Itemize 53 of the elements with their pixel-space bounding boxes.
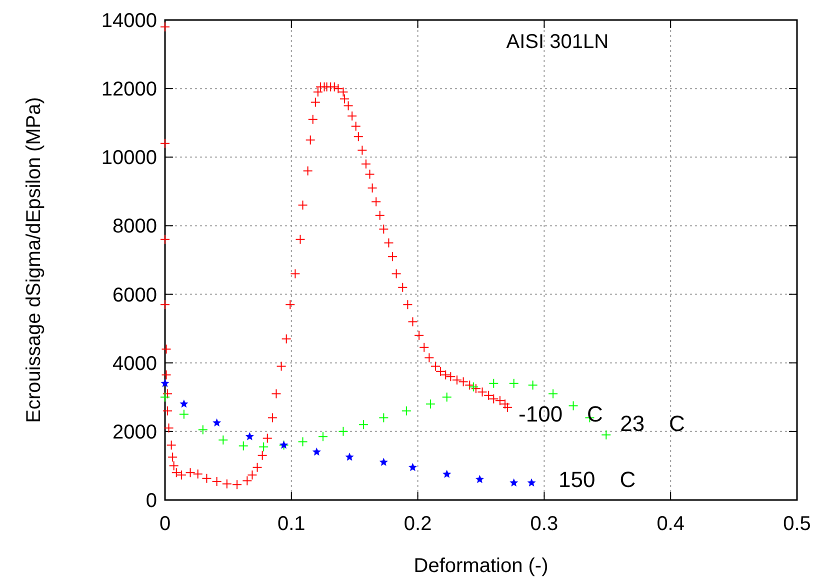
annotation: -100 C: [518, 401, 604, 426]
point: [468, 382, 478, 392]
point: [358, 420, 368, 430]
point: [318, 432, 328, 442]
y-tick-label: 0: [146, 490, 157, 512]
point: [312, 448, 321, 456]
point: [379, 458, 388, 466]
point: [475, 474, 484, 484]
point: [178, 409, 189, 420]
point: [508, 378, 519, 388]
point: [378, 412, 389, 423]
point: [245, 432, 254, 440]
point: [338, 426, 348, 436]
y-tick-label: 6000: [112, 284, 157, 306]
point: [345, 452, 354, 461]
point: [258, 442, 269, 452]
point: [528, 380, 538, 390]
point: [401, 406, 412, 416]
y-tick-label: 4000: [112, 352, 157, 375]
y-tick-label: 8000: [112, 216, 157, 238]
point: [212, 418, 222, 426]
point: [548, 388, 558, 399]
y-tick-label: 12000: [101, 78, 157, 101]
point: [160, 392, 170, 402]
point: [218, 435, 228, 445]
y-axis-title: Ecrouissage dSigma/dEpsilon (MPa): [23, 97, 45, 423]
point: [198, 424, 208, 435]
point: [180, 400, 188, 408]
x-tick-label: 0.2: [404, 513, 432, 535]
point: [408, 462, 418, 472]
point: [160, 378, 170, 388]
point: [238, 440, 248, 451]
x-tick-label: 0: [159, 513, 171, 535]
x-tick-label: 0.3: [530, 513, 558, 535]
point: [568, 400, 578, 411]
text: AISI 301LN: [506, 31, 609, 53]
annotation: 150 C: [558, 466, 636, 492]
point: [527, 478, 536, 486]
point: [425, 399, 436, 409]
y-tick-label: 10000: [101, 147, 157, 170]
point: [442, 470, 452, 478]
x-tick-label: 0.4: [656, 513, 685, 535]
point: [488, 378, 499, 388]
y-tick-label: 14000: [101, 10, 157, 32]
y-tick-label: 2000: [112, 421, 157, 444]
x-axis-title: Deformation (-): [414, 555, 548, 577]
annotation: 23 C: [620, 410, 686, 436]
x-tick-label: 0.5: [783, 513, 811, 535]
point: [442, 392, 452, 402]
point: [601, 430, 612, 440]
point: [298, 436, 308, 447]
x-tick-label: 0.1: [277, 513, 306, 535]
point: [510, 478, 518, 486]
